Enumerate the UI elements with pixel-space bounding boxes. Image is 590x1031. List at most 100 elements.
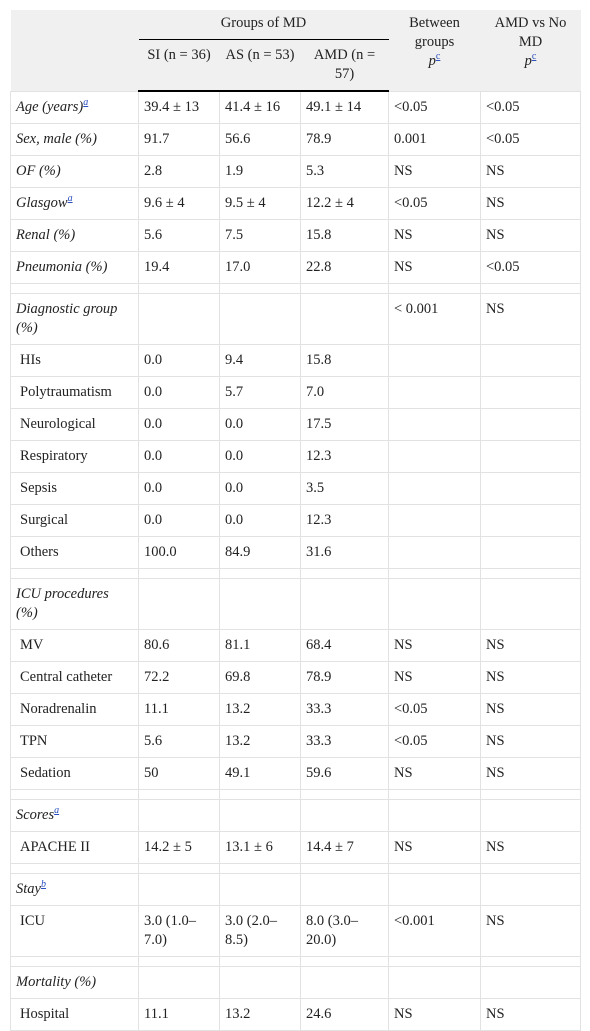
row-label: Pneumonia (%) xyxy=(10,251,139,284)
table-cell xyxy=(388,873,481,906)
table-cell xyxy=(388,966,481,999)
table-cell: 3.0 (1.0–7.0) xyxy=(138,905,220,957)
label-text: Scores xyxy=(16,807,55,823)
spacer-cell xyxy=(480,956,581,967)
header-text: Between groups xyxy=(409,15,460,50)
table-cell: NS xyxy=(480,905,581,957)
table-cell xyxy=(219,799,301,832)
row-label: Neurological xyxy=(10,408,139,441)
spacer-cell xyxy=(300,283,389,294)
table-cell: 80.6 xyxy=(138,629,220,662)
spacer-cell xyxy=(10,789,139,800)
table-row: Pneumonia (%) 19.4 17.0 22.8 NS <0.05 xyxy=(10,251,581,284)
footnote-link[interactable]: b xyxy=(40,879,46,891)
table-row: Neurological 0.0 0.0 17.5 xyxy=(10,408,581,441)
table-cell: 13.2 xyxy=(219,693,301,726)
label-text: Renal (%) xyxy=(16,227,76,243)
table-cell: 49.1 ± 14 xyxy=(300,90,389,124)
table-cell xyxy=(480,504,581,537)
table-cell xyxy=(480,799,581,832)
table-cell: 15.8 xyxy=(300,344,389,377)
header-empty xyxy=(10,10,139,91)
table-cell xyxy=(138,966,220,999)
spacer-cell xyxy=(138,568,220,579)
footnote-link[interactable]: c xyxy=(435,51,441,63)
table-row: Sex, male (%) 91.7 56.6 78.9 0.001 <0.05 xyxy=(10,123,581,156)
table-cell: NS xyxy=(480,293,581,345)
table-row: Others 100.0 84.9 31.6 xyxy=(10,536,581,569)
footnote-link[interactable]: c xyxy=(531,51,537,63)
table-cell: 5.6 xyxy=(138,219,220,252)
row-label: OF (%) xyxy=(10,155,139,188)
table-row: HIs 0.0 9.4 15.8 xyxy=(10,344,581,377)
spacer-row xyxy=(10,789,581,800)
label-text: ICU procedures (%) xyxy=(16,586,109,621)
spacer-cell xyxy=(388,956,481,967)
table-row: Scoresa xyxy=(10,799,581,832)
label-text: Sex, male (%) xyxy=(16,131,97,147)
table-cell: NS xyxy=(480,998,581,1031)
table-cell: 13.1 ± 6 xyxy=(219,831,301,864)
header-text: AMD vs No MD xyxy=(494,15,567,50)
table-cell: NS xyxy=(480,187,581,220)
table-cell: 68.4 xyxy=(300,629,389,662)
table-cell: 0.0 xyxy=(138,504,220,537)
label-text: Diagnostic group (%) xyxy=(16,301,118,336)
spacer-cell xyxy=(388,789,481,800)
spacer-cell xyxy=(10,568,139,579)
spacer-cell xyxy=(219,568,301,579)
row-label: Renal (%) xyxy=(10,219,139,252)
table-cell xyxy=(388,578,481,630)
table-cell: < 0.001 xyxy=(388,293,481,345)
spacer-cell xyxy=(138,956,220,967)
table-row: OF (%) 2.8 1.9 5.3 NS NS xyxy=(10,155,581,188)
label-text: Central catheter xyxy=(20,669,113,685)
table-cell xyxy=(138,873,220,906)
table-cell: NS xyxy=(480,831,581,864)
row-label: Polytraumatism xyxy=(10,376,139,409)
label-text: ICU xyxy=(20,913,45,929)
table-cell: NS xyxy=(388,251,481,284)
table-cell: 12.3 xyxy=(300,504,389,537)
table-cell xyxy=(388,344,481,377)
table-cell xyxy=(219,873,301,906)
table-cell xyxy=(300,578,389,630)
label-text: HIs xyxy=(20,352,41,368)
header-p: p xyxy=(428,53,436,69)
spacer-row xyxy=(10,956,581,967)
spacer-cell xyxy=(480,863,581,874)
footnote-link[interactable]: a xyxy=(67,193,73,205)
table-cell: <0.001 xyxy=(388,905,481,957)
table-cell: <0.05 xyxy=(480,90,581,124)
table-cell: 49.1 xyxy=(219,757,301,790)
table-cell: <0.05 xyxy=(480,251,581,284)
table-cell xyxy=(300,966,389,999)
label-text: Respiratory xyxy=(20,448,88,464)
spacer-cell xyxy=(10,956,139,967)
table-row: MV 80.6 81.1 68.4 NS NS xyxy=(10,629,581,662)
label-text: Glasgow xyxy=(16,195,68,211)
table-row: Noradrenalin 11.1 13.2 33.3 <0.05 NS xyxy=(10,693,581,726)
label-text: APACHE II xyxy=(20,839,90,855)
table-cell: 13.2 xyxy=(219,998,301,1031)
spacer-cell xyxy=(10,283,139,294)
footnote-link[interactable]: a xyxy=(54,805,60,817)
table-cell xyxy=(219,966,301,999)
table-row: ICU 3.0 (1.0–7.0) 3.0 (2.0–8.5) 8.0 (3.0–20… xyxy=(10,905,581,957)
table-cell: 9.6 ± 4 xyxy=(138,187,220,220)
table-cell: 12.3 xyxy=(300,440,389,473)
row-label: Surgical xyxy=(10,504,139,537)
spacer-row xyxy=(10,863,581,874)
row-label: Diagnostic group (%) xyxy=(10,293,139,345)
table-cell: NS xyxy=(388,757,481,790)
label-text: OF (%) xyxy=(16,163,61,179)
row-label: Age (years)a xyxy=(10,90,139,124)
row-label: Sepsis xyxy=(10,472,139,505)
row-label: Central catheter xyxy=(10,661,139,694)
label-text: Mortality (%) xyxy=(16,974,97,990)
footnote-link[interactable]: a xyxy=(83,96,89,108)
header-between: Between groups pc xyxy=(388,10,481,91)
spacer-row xyxy=(10,568,581,579)
table-cell: <0.05 xyxy=(388,693,481,726)
table-cell xyxy=(300,293,389,345)
